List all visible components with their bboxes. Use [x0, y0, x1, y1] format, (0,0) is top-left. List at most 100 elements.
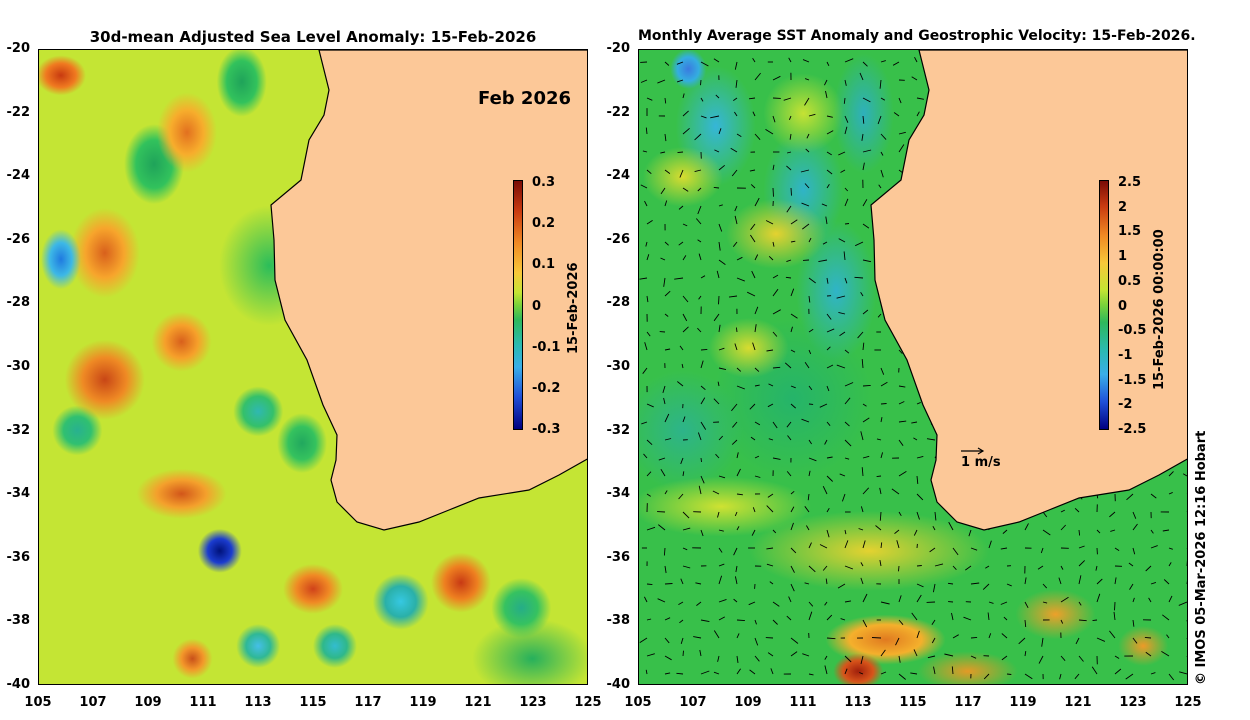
velocity-arrow — [1162, 529, 1170, 532]
velocity-arrow — [646, 471, 652, 477]
velocity-arrow — [718, 547, 723, 553]
velocity-arrow — [787, 435, 792, 441]
velocity-arrow — [898, 673, 906, 680]
velocity-arrow — [700, 421, 707, 430]
velocity-arrow — [679, 345, 684, 351]
velocity-arrow — [768, 255, 774, 261]
latitude-tick: -22 — [606, 104, 631, 120]
velocity-arrow — [1161, 651, 1170, 657]
velocity-arrow — [1150, 672, 1156, 675]
velocity-arrow — [1078, 619, 1087, 622]
velocity-arrow — [642, 150, 648, 153]
velocity-arrow — [879, 511, 882, 521]
velocity-arrow — [1058, 577, 1062, 585]
velocity-arrow — [676, 672, 684, 675]
velocity-arrow — [1060, 565, 1064, 570]
velocity-arrow — [838, 151, 846, 156]
sst-colorbar-tick: 2.5 — [1118, 175, 1142, 190]
velocity-arrow — [808, 457, 817, 462]
velocity-arrow — [1186, 313, 1187, 314]
velocity-arrow — [840, 618, 846, 621]
velocity-arrow — [682, 511, 690, 519]
velocity-arrow — [700, 61, 709, 67]
longitude-tick: 125 — [574, 695, 602, 710]
velocity-arrow — [844, 421, 850, 427]
latitude-tick: -40 — [6, 677, 31, 692]
velocity-arrow — [913, 437, 918, 441]
velocity-arrow — [639, 277, 648, 280]
latitude-tick: -34 — [6, 486, 31, 502]
velocity-arrow — [819, 544, 828, 549]
sst-colorbar-label: 15-Feb-2026 00:00:00 — [1152, 229, 1167, 390]
velocity-arrow — [752, 342, 756, 351]
velocity-arrow — [1109, 511, 1116, 518]
velocity-arrow — [772, 274, 779, 279]
velocity-arrow — [1060, 619, 1064, 624]
sst-colorbar-tick: -1 — [1118, 347, 1133, 363]
velocity-arrow — [926, 438, 936, 441]
sea-level-colorbar — [513, 180, 523, 430]
longitude-tick: 123 — [1119, 695, 1147, 710]
velocity-arrow — [1038, 655, 1044, 664]
velocity-arrow — [715, 94, 720, 99]
longitude-tick: 125 — [1174, 695, 1202, 710]
velocity-arrow — [1145, 565, 1152, 572]
velocity-arrow — [700, 397, 706, 405]
velocity-arrow — [772, 331, 778, 337]
velocity-arrow — [679, 169, 684, 178]
velocity-arrow — [1092, 619, 1098, 622]
sst-colorbar-tick: 0.5 — [1118, 273, 1142, 289]
velocity-arrow — [808, 673, 814, 676]
velocity-arrow — [735, 565, 738, 573]
velocity-arrow — [808, 295, 811, 303]
velocity-arrow — [718, 598, 727, 603]
velocity-arrow — [880, 601, 890, 605]
velocity-arrow — [646, 403, 654, 408]
velocity-arrow — [826, 313, 832, 320]
velocity-arrow — [1040, 547, 1044, 554]
velocity-arrow — [1059, 673, 1062, 680]
velocity-arrow — [806, 525, 810, 531]
velocity-arrow — [682, 110, 689, 117]
velocity-arrow — [933, 666, 936, 675]
velocity-arrow — [767, 652, 774, 657]
velocity-arrow — [1060, 596, 1069, 603]
velocity-arrow — [682, 255, 687, 261]
velocity-arrow — [754, 637, 759, 646]
velocity-arrow — [860, 562, 864, 567]
longitude-tick: 113 — [844, 695, 872, 710]
velocity-arrow — [1132, 597, 1135, 603]
velocity-arrow — [664, 133, 667, 142]
velocity-arrow — [644, 200, 648, 207]
latitude-tick: -24 — [606, 168, 631, 184]
velocity-arrow — [664, 413, 670, 423]
velocity-arrow — [1114, 547, 1120, 551]
velocity-arrow — [836, 295, 846, 299]
velocity-arrow — [944, 653, 954, 657]
velocity-arrow — [860, 431, 864, 441]
velocity-arrow — [713, 398, 720, 405]
velocity-arrow — [734, 576, 738, 585]
velocity-arrow — [1186, 620, 1187, 622]
velocity-arrow — [877, 313, 882, 318]
sea-level-colorbar-tick: 0.3 — [532, 175, 556, 190]
velocity-arrow — [1150, 581, 1157, 585]
velocity-arrow — [1024, 601, 1029, 609]
velocity-arrow — [790, 219, 798, 225]
velocity-arrow — [660, 257, 666, 261]
velocity-arrow — [1024, 523, 1029, 531]
velocity-arrow — [880, 97, 886, 101]
velocity-arrow — [1132, 511, 1137, 519]
velocity-arrow — [824, 665, 828, 675]
velocity-arrow — [1078, 545, 1085, 549]
velocity-arrow — [1114, 601, 1116, 611]
velocity-arrow — [717, 511, 720, 518]
velocity-arrow — [858, 528, 864, 531]
velocity-arrow — [862, 403, 867, 407]
velocity-arrow — [840, 169, 846, 173]
velocity-arrow — [1042, 583, 1048, 589]
velocity-arrow — [772, 457, 781, 460]
velocity-arrow — [733, 547, 738, 556]
velocity-arrow — [862, 455, 870, 459]
velocity-arrow — [677, 151, 684, 154]
